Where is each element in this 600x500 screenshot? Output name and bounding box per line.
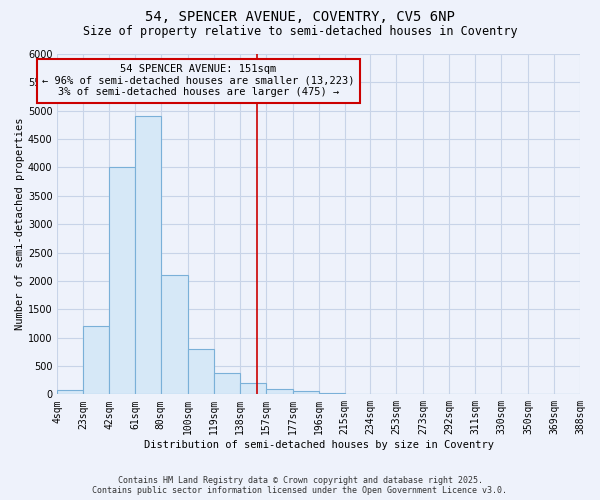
Bar — [240, 383, 266, 394]
Text: 54, SPENCER AVENUE, COVENTRY, CV5 6NP: 54, SPENCER AVENUE, COVENTRY, CV5 6NP — [145, 10, 455, 24]
Bar — [266, 388, 293, 394]
Bar — [135, 116, 161, 394]
Bar — [161, 275, 188, 394]
Bar — [83, 326, 109, 394]
Text: 54 SPENCER AVENUE: 151sqm
← 96% of semi-detached houses are smaller (13,223)
3% : 54 SPENCER AVENUE: 151sqm ← 96% of semi-… — [42, 64, 355, 98]
Bar — [58, 390, 83, 394]
X-axis label: Distribution of semi-detached houses by size in Coventry: Distribution of semi-detached houses by … — [143, 440, 494, 450]
Text: Contains HM Land Registry data © Crown copyright and database right 2025.
Contai: Contains HM Land Registry data © Crown c… — [92, 476, 508, 495]
Text: Size of property relative to semi-detached houses in Coventry: Size of property relative to semi-detach… — [83, 25, 517, 38]
Bar — [188, 349, 214, 395]
Bar — [293, 392, 319, 394]
Bar — [214, 373, 240, 394]
Bar — [109, 168, 135, 394]
Bar — [319, 392, 344, 394]
Y-axis label: Number of semi-detached properties: Number of semi-detached properties — [15, 118, 25, 330]
